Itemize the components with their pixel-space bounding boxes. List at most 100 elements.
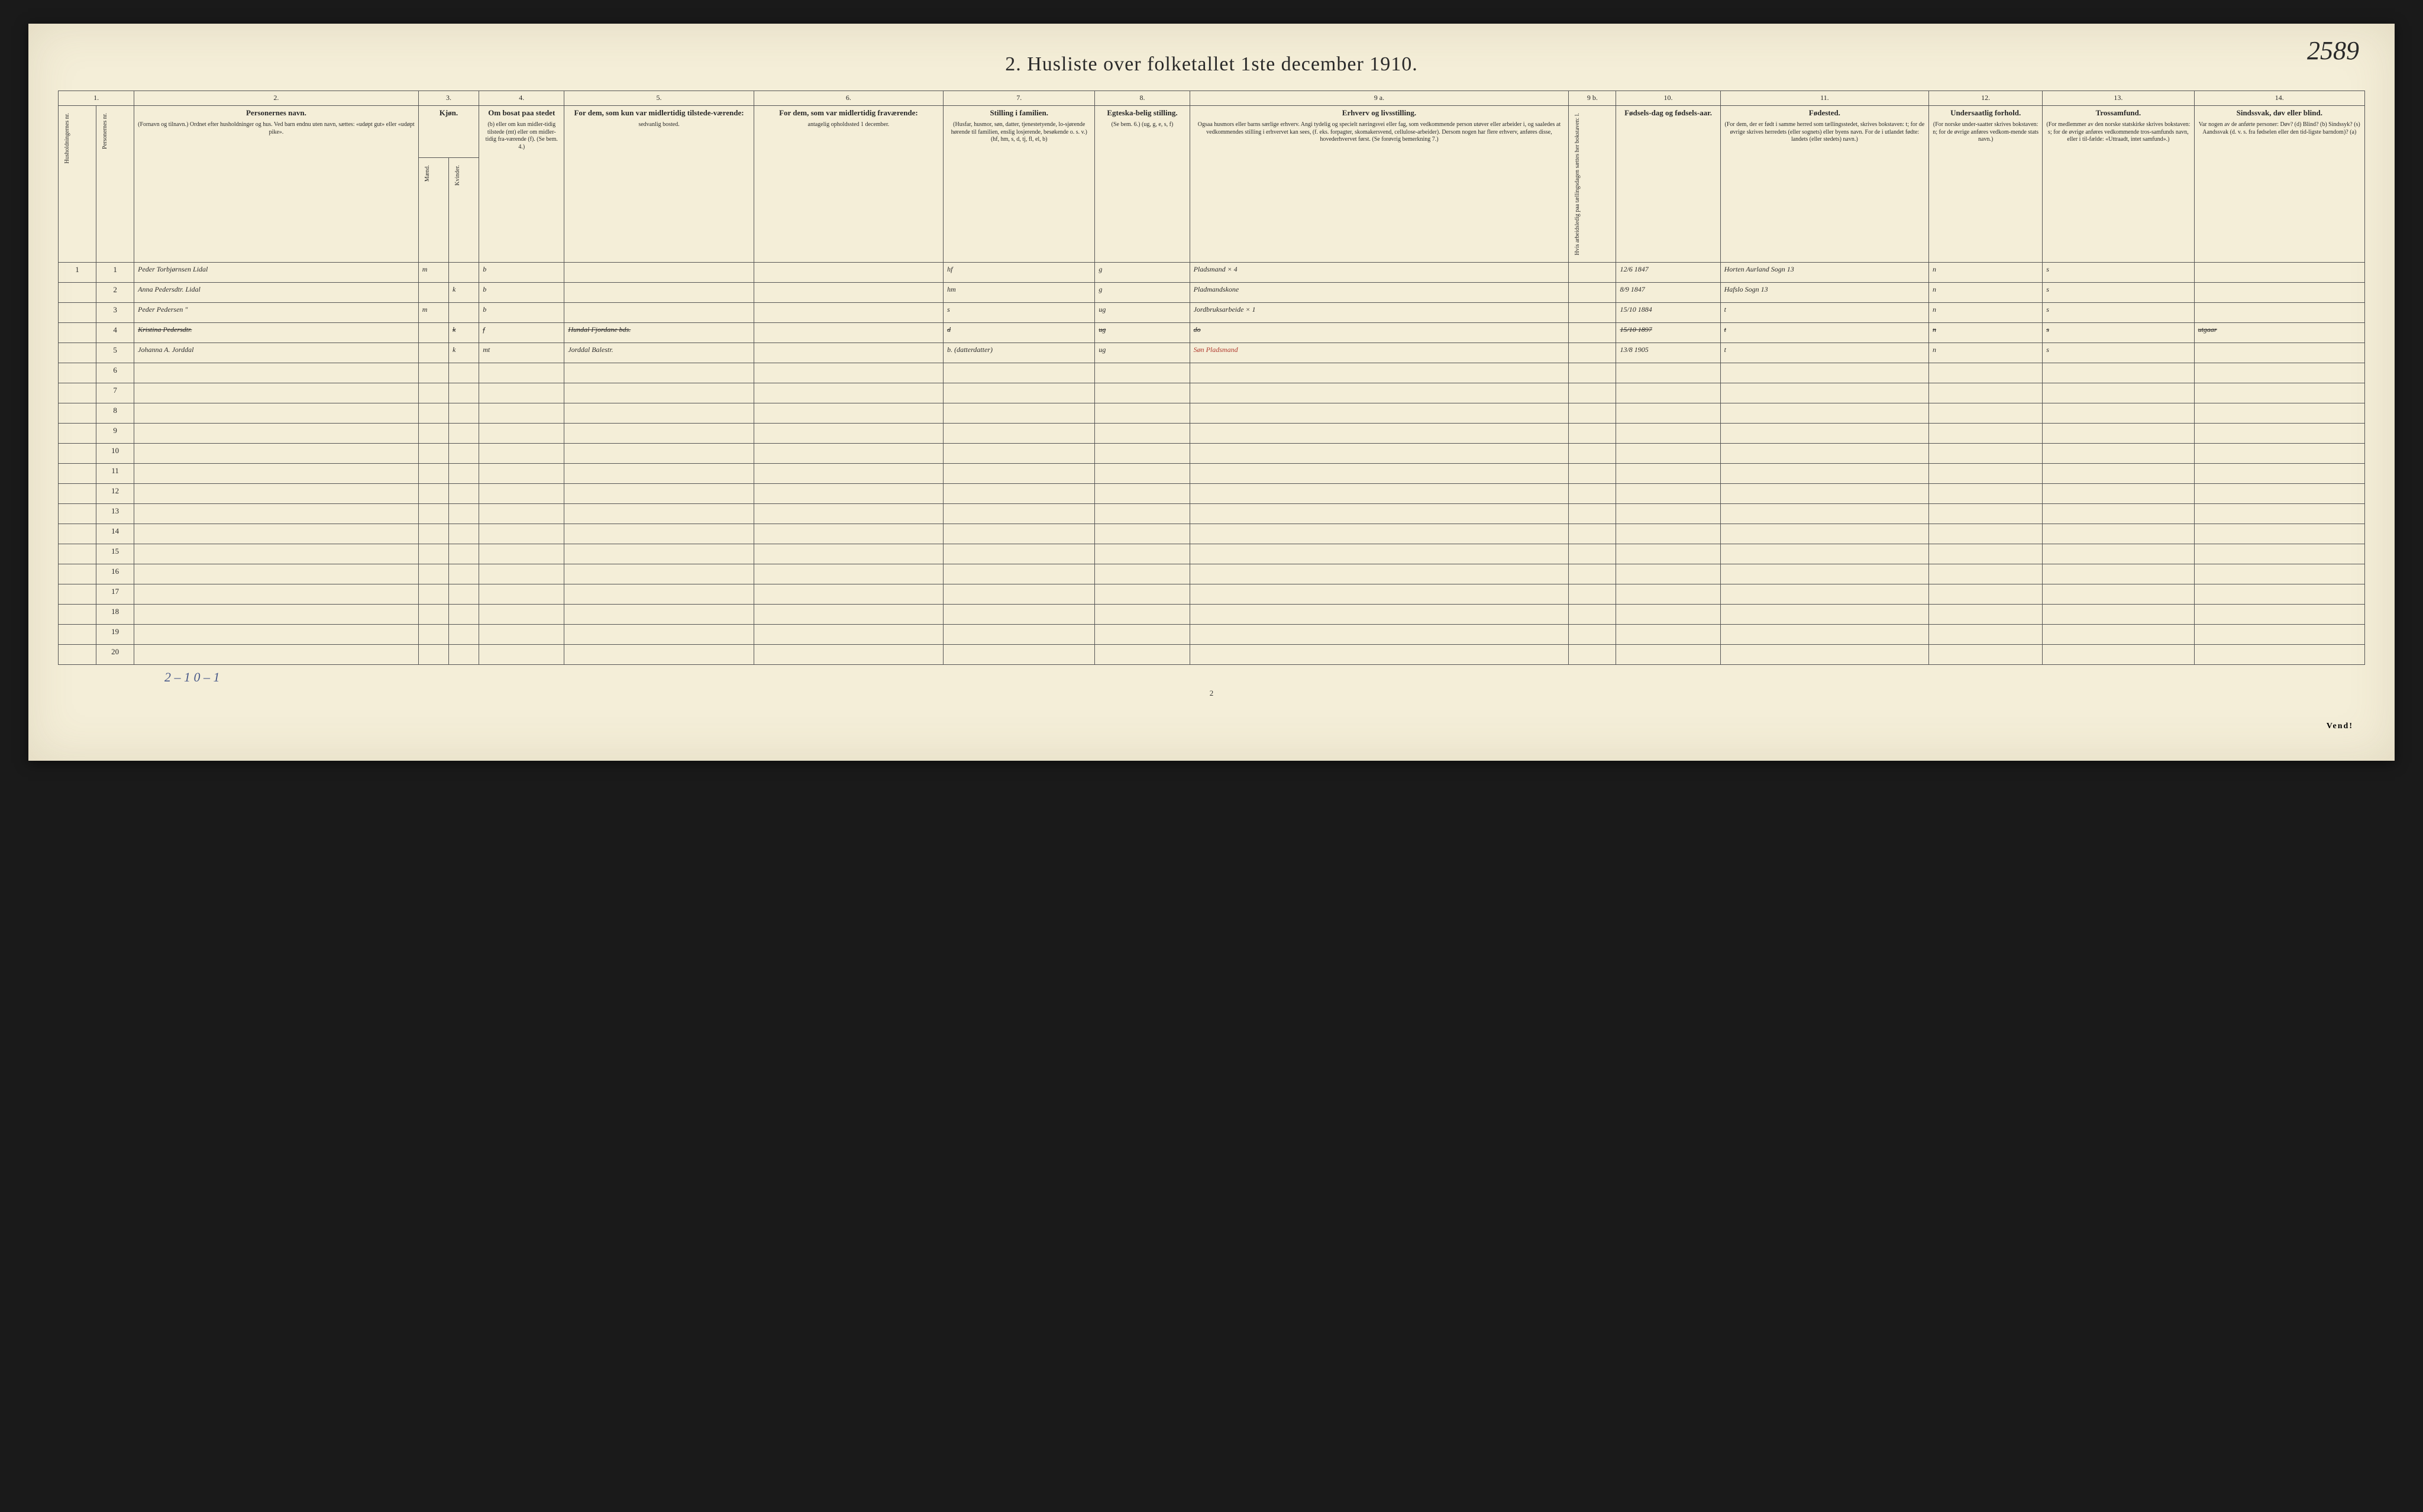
- cell-empty: [479, 403, 564, 424]
- cell-hh: [59, 303, 96, 323]
- cell-empty: [1720, 444, 1928, 464]
- cell-empty: [754, 544, 943, 564]
- cell-empty: [564, 424, 754, 444]
- cell-empty: [944, 504, 1095, 524]
- cell-away: [754, 343, 943, 363]
- colnum-9a: 9 a.: [1190, 91, 1569, 106]
- cell-mar: g: [1095, 283, 1190, 303]
- cell-empty: 6: [96, 363, 134, 383]
- cell-led: [1569, 303, 1616, 323]
- cell-nat: n: [1929, 343, 2043, 363]
- cell-empty: [59, 625, 96, 645]
- table-row: 2Anna Pedersdtr. LidalkbhmgPladmandskone…: [59, 283, 2365, 303]
- cell-empty: [479, 564, 564, 584]
- cell-empty: [479, 504, 564, 524]
- cell-empty: [1569, 605, 1616, 625]
- cell-empty: [134, 584, 419, 605]
- cell-empty: [479, 363, 564, 383]
- cell-empty: [944, 564, 1095, 584]
- cell-pn: 1: [96, 263, 134, 283]
- cell-sex-m: m: [418, 303, 448, 323]
- cell-empty: [479, 605, 564, 625]
- cell-empty: [479, 444, 564, 464]
- cell-empty: [59, 444, 96, 464]
- cell-empty: [1190, 645, 1569, 665]
- colnum-5: 5.: [564, 91, 754, 106]
- cell-mar: ug: [1095, 323, 1190, 343]
- cell-occ: Pladmandskone: [1190, 283, 1569, 303]
- cell-empty: 17: [96, 584, 134, 605]
- cell-empty: [1095, 584, 1190, 605]
- cell-empty: [59, 564, 96, 584]
- cell-sex-k: k: [448, 283, 479, 303]
- hdr-sex: Kjøn.: [418, 105, 479, 158]
- cell-empty: [1190, 504, 1569, 524]
- table-row: 5Johanna A. JorddalkmtJorddal Balestr.b.…: [59, 343, 2365, 363]
- cell-empty: [564, 484, 754, 504]
- cell-empty: [448, 584, 479, 605]
- cell-empty: 20: [96, 645, 134, 665]
- cell-empty: [2194, 403, 2364, 424]
- cell-empty: [1616, 504, 1720, 524]
- cell-empty: [418, 444, 448, 464]
- cell-empty: [564, 564, 754, 584]
- colnum-7: 7.: [944, 91, 1095, 106]
- cell-led: [1569, 283, 1616, 303]
- cell-empty: [448, 544, 479, 564]
- cell-empty: [1720, 564, 1928, 584]
- cell-empty: [564, 403, 754, 424]
- cell-empty: 13: [96, 504, 134, 524]
- cell-empty: [1569, 524, 1616, 544]
- cell-empty: [448, 504, 479, 524]
- cell-empty: [1720, 524, 1928, 544]
- cell-empty: [944, 383, 1095, 403]
- hdr-res: Om bosat paa stedet (b) eller om kun mid…: [479, 105, 564, 263]
- cell-empty: [448, 363, 479, 383]
- cell-empty: [59, 464, 96, 484]
- cell-empty: [1569, 564, 1616, 584]
- cell-empty: [1616, 564, 1720, 584]
- cell-empty: [1569, 383, 1616, 403]
- cell-empty: [448, 383, 479, 403]
- cell-empty: [2194, 444, 2364, 464]
- cell-name: Anna Pedersdtr. Lidal: [134, 283, 419, 303]
- cell-empty: [448, 444, 479, 464]
- cell-empty: [1569, 544, 1616, 564]
- cell-empty: [1569, 464, 1616, 484]
- cell-empty: [134, 484, 419, 504]
- cell-empty: [418, 383, 448, 403]
- cell-empty: [564, 464, 754, 484]
- cell-empty: [134, 544, 419, 564]
- cell-empty: [418, 524, 448, 544]
- cell-empty: [418, 564, 448, 584]
- table-body: 11Peder Torbjørnsen LidalmbhfgPladsmand …: [59, 263, 2365, 665]
- table-row-empty: 8: [59, 403, 2365, 424]
- cell-empty: [1095, 625, 1190, 645]
- cell-empty: [1929, 544, 2043, 564]
- cell-empty: 15: [96, 544, 134, 564]
- cell-led: [1569, 263, 1616, 283]
- table-row-empty: 11: [59, 464, 2365, 484]
- cell-empty: [1720, 484, 1928, 504]
- hdr-away: For dem, som var midlertidig fraværende:…: [754, 105, 943, 263]
- cell-empty: [2043, 544, 2194, 564]
- cell-res: mt: [479, 343, 564, 363]
- cell-empty: [2194, 645, 2364, 665]
- cell-empty: [564, 645, 754, 665]
- cell-empty: [134, 464, 419, 484]
- cell-empty: [1616, 484, 1720, 504]
- cell-empty: 11: [96, 464, 134, 484]
- hdr-religion: Trossamfund. (For medlemmer av den norsk…: [2043, 105, 2194, 263]
- hdr-family: Stilling i familien. (Husfar, husmor, sø…: [944, 105, 1095, 263]
- cell-empty: [2043, 403, 2194, 424]
- cell-empty: [448, 645, 479, 665]
- cell-empty: [2043, 444, 2194, 464]
- cell-empty: [2043, 584, 2194, 605]
- cell-empty: [479, 424, 564, 444]
- cell-empty: [2043, 464, 2194, 484]
- cell-empty: [59, 504, 96, 524]
- cell-empty: [754, 584, 943, 605]
- table-row-empty: 18: [59, 605, 2365, 625]
- cell-fam: d: [944, 323, 1095, 343]
- cell-dis: [2194, 263, 2364, 283]
